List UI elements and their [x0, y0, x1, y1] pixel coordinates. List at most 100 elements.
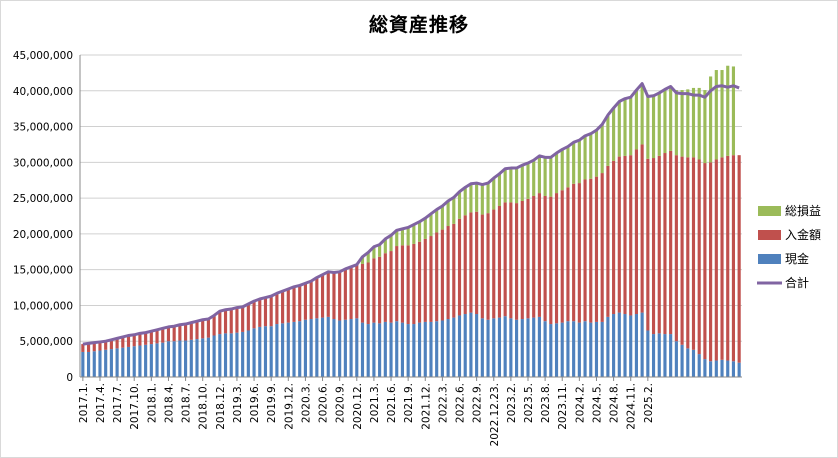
y-tick-label: 40,000,000	[13, 86, 73, 98]
bar-segment	[303, 283, 307, 320]
bar-segment	[155, 343, 159, 377]
bar-segment	[731, 155, 736, 362]
bar-segment	[475, 314, 479, 377]
bar-segment	[492, 178, 496, 210]
x-tick-label: 2021.12.	[420, 383, 432, 430]
bar-segment	[309, 319, 313, 377]
bars	[81, 65, 741, 377]
bar-segment	[360, 322, 365, 377]
y-tick-label: 20,000,000	[13, 229, 73, 241]
bar-segment	[634, 90, 638, 150]
bar-segment	[594, 130, 599, 177]
bar-segment	[241, 331, 245, 377]
bar-segment	[469, 212, 473, 313]
bar-segment	[246, 304, 250, 331]
bar-segment	[583, 321, 587, 377]
bar-segment	[663, 89, 667, 154]
bar-segment	[532, 195, 536, 318]
bar-segment	[577, 322, 581, 377]
bar-segment	[417, 221, 422, 242]
x-tick-label: 2023.8.	[540, 383, 552, 423]
legend-label: 現金	[785, 251, 809, 266]
bar-segment	[429, 236, 433, 322]
bar-segment	[697, 87, 701, 160]
legend-label: 総損益	[785, 203, 821, 218]
bar-segment	[537, 155, 541, 194]
bar-segment	[714, 159, 718, 361]
bar-segment	[497, 317, 502, 377]
bar-segment	[623, 98, 627, 156]
x-tick-label: 2024.11.	[626, 383, 638, 430]
bar-segment	[549, 324, 553, 377]
bar-segment	[440, 229, 444, 321]
bar-segment	[457, 191, 462, 219]
bar-segment	[486, 319, 490, 377]
bar-segment	[457, 315, 462, 377]
x-tick-label: 2022.3.	[437, 383, 449, 423]
bar-segment	[566, 146, 570, 188]
bar-segment	[697, 354, 701, 377]
bar-segment	[400, 322, 405, 377]
bar-segment	[161, 328, 165, 343]
bar-segment	[400, 245, 405, 323]
y-tick-label: 25,000,000	[13, 193, 73, 205]
bar-segment	[737, 155, 741, 363]
bar-segment	[366, 252, 370, 263]
bar-segment	[566, 321, 570, 377]
bar-segment	[623, 314, 627, 377]
bar-segment	[526, 163, 530, 199]
bar-segment	[235, 307, 239, 333]
bar-segment	[166, 326, 171, 342]
bar-segment	[657, 92, 661, 156]
bar-segment	[389, 235, 393, 252]
bar-segment	[389, 251, 393, 323]
x-tick-label: 2024.2.	[574, 383, 586, 423]
bar-segment	[446, 226, 450, 320]
bar-segment	[320, 274, 325, 318]
bar-segment	[560, 322, 564, 377]
bar-segment	[206, 319, 210, 338]
bar-segment	[366, 324, 370, 377]
bar-segment	[726, 65, 730, 156]
bar-segment	[138, 345, 142, 377]
bar-segment	[680, 90, 684, 157]
bar-segment	[229, 309, 233, 334]
bar-segment	[126, 346, 131, 377]
bar-segment	[144, 332, 148, 345]
x-tick-label: 2020.6.	[318, 383, 330, 423]
bar-segment	[697, 159, 701, 355]
bar-segment	[469, 183, 473, 213]
bar-segment	[572, 142, 576, 184]
bar-segment	[115, 348, 119, 377]
bar-segment	[714, 70, 718, 160]
bar-segment	[315, 318, 319, 377]
x-tick-label: 2018.10.	[198, 383, 210, 430]
bar-segment	[406, 227, 410, 246]
bar-segment	[440, 205, 444, 230]
bar-segment	[497, 173, 502, 206]
bar-segment	[526, 198, 530, 319]
bar-segment	[640, 312, 644, 377]
bar-segment	[195, 321, 199, 340]
bar-segment	[549, 157, 553, 197]
legend-label: 入金額	[785, 227, 821, 242]
bar-segment	[115, 338, 119, 349]
bar-segment	[258, 299, 262, 327]
bar-segment	[463, 187, 467, 216]
total-series-line	[82, 82, 740, 346]
bar-segment	[161, 342, 165, 377]
bar-segment	[218, 334, 222, 377]
bar-segment	[629, 155, 633, 316]
x-tick-label: 2023.5.	[523, 383, 535, 423]
bar-segment	[589, 322, 593, 377]
bar-segment	[104, 341, 108, 350]
bar-segment	[731, 361, 736, 377]
bar-segment	[709, 361, 713, 377]
bar-segment	[223, 309, 228, 334]
bar-segment	[275, 324, 279, 377]
x-tick-label: 2021.9.	[403, 383, 415, 423]
bar-segment	[212, 335, 216, 377]
bar-segment	[560, 190, 564, 323]
bar-segment	[343, 319, 347, 377]
